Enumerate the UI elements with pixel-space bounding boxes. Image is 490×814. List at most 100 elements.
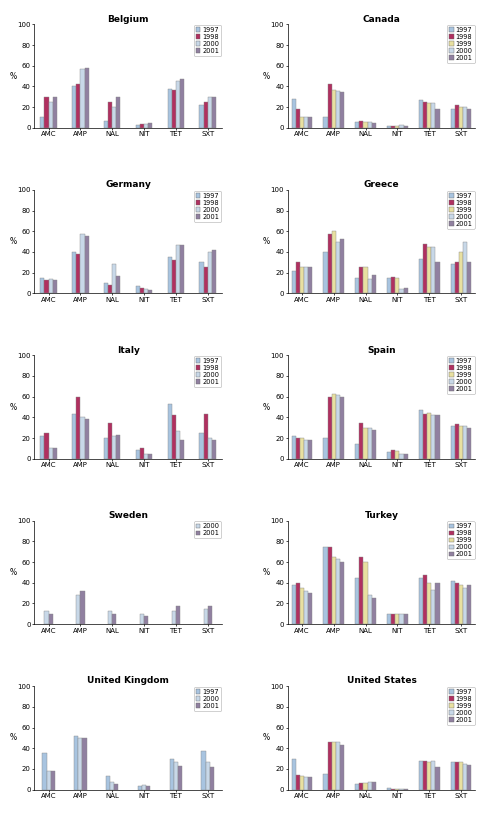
Bar: [463, 764, 467, 790]
Bar: [80, 69, 85, 128]
Bar: [104, 438, 108, 459]
Title: Canada: Canada: [363, 15, 400, 24]
Bar: [463, 242, 467, 293]
Bar: [300, 438, 304, 459]
Bar: [76, 396, 80, 459]
Y-axis label: %: %: [10, 237, 17, 246]
Bar: [431, 247, 436, 293]
Bar: [208, 606, 212, 624]
Bar: [404, 614, 408, 624]
Bar: [368, 595, 372, 624]
Title: Turkey: Turkey: [365, 511, 398, 520]
Bar: [387, 125, 391, 128]
Bar: [459, 107, 463, 128]
Bar: [364, 268, 368, 293]
Bar: [112, 436, 116, 459]
Bar: [140, 124, 144, 128]
Bar: [372, 274, 376, 293]
Bar: [50, 771, 55, 790]
Bar: [108, 422, 112, 459]
Bar: [140, 449, 144, 459]
Bar: [300, 117, 304, 128]
Bar: [399, 614, 404, 624]
Bar: [423, 414, 427, 459]
Bar: [212, 97, 216, 128]
Bar: [74, 736, 78, 790]
Y-axis label: %: %: [10, 72, 17, 81]
Bar: [203, 102, 208, 128]
Bar: [296, 262, 300, 293]
Bar: [76, 595, 80, 624]
Bar: [47, 771, 50, 790]
Bar: [404, 789, 408, 790]
Bar: [463, 426, 467, 459]
Title: Sweden: Sweden: [108, 511, 148, 520]
Bar: [300, 588, 304, 624]
Bar: [368, 278, 372, 293]
Bar: [399, 453, 404, 459]
Title: Germany: Germany: [105, 180, 151, 189]
Bar: [436, 415, 440, 459]
Bar: [292, 270, 296, 293]
Bar: [201, 751, 206, 790]
Bar: [323, 252, 327, 293]
Legend: 1997, 1998, 1999, 2000, 2001: 1997, 1998, 1999, 2000, 2001: [447, 522, 475, 559]
Bar: [148, 123, 152, 128]
Bar: [199, 262, 203, 293]
Bar: [168, 257, 172, 293]
Bar: [168, 404, 172, 459]
Bar: [144, 124, 148, 128]
Bar: [199, 433, 203, 459]
Y-axis label: %: %: [263, 237, 270, 246]
Bar: [304, 591, 308, 624]
Y-axis label: %: %: [263, 72, 270, 81]
Bar: [323, 117, 327, 128]
Bar: [332, 90, 336, 128]
Bar: [176, 606, 180, 624]
Bar: [431, 760, 436, 790]
Bar: [172, 610, 176, 624]
Bar: [395, 789, 399, 790]
Y-axis label: %: %: [263, 402, 270, 412]
Bar: [467, 109, 471, 128]
Bar: [364, 427, 368, 459]
Bar: [327, 85, 332, 128]
Bar: [140, 614, 144, 624]
Bar: [359, 557, 364, 624]
Bar: [427, 103, 431, 128]
Bar: [459, 252, 463, 293]
Bar: [368, 427, 372, 459]
Bar: [355, 578, 359, 624]
Bar: [340, 92, 344, 128]
Bar: [455, 583, 459, 624]
Bar: [212, 440, 216, 459]
Bar: [172, 415, 176, 459]
Bar: [327, 396, 332, 459]
Bar: [404, 125, 408, 128]
Bar: [372, 782, 376, 790]
Bar: [180, 245, 184, 293]
Bar: [327, 234, 332, 293]
Bar: [203, 268, 208, 293]
Bar: [140, 288, 144, 293]
Bar: [80, 418, 85, 459]
Bar: [308, 777, 312, 790]
Bar: [359, 120, 364, 128]
Y-axis label: %: %: [10, 402, 17, 412]
Bar: [336, 90, 340, 128]
Bar: [372, 430, 376, 459]
Bar: [391, 450, 395, 459]
Bar: [308, 593, 312, 624]
Bar: [355, 121, 359, 128]
Bar: [395, 278, 399, 293]
Bar: [53, 449, 57, 459]
Bar: [300, 268, 304, 293]
Bar: [170, 759, 174, 790]
Y-axis label: %: %: [263, 568, 270, 577]
Bar: [110, 782, 114, 790]
Bar: [467, 262, 471, 293]
Bar: [431, 590, 436, 624]
Bar: [387, 787, 391, 790]
Bar: [323, 774, 327, 790]
Title: Spain: Spain: [367, 345, 396, 355]
